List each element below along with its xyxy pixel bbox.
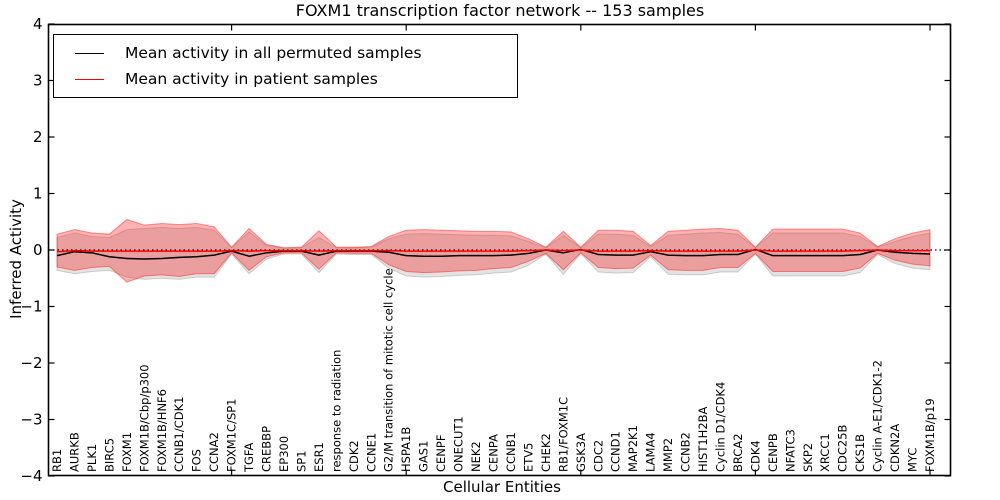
x-tick-label: CENPF [434,435,448,472]
x-tick-label: FOXM1B/Cbp/p300 [137,364,151,472]
x-tick-label: CDC2 [591,440,605,472]
x-tick-label: response to radiation [329,350,343,472]
x-tick-label: NFATC3 [783,429,797,472]
x-tick-label: FOXM1C/SP1 [225,398,239,472]
x-tick-label: BRCA2 [731,433,745,472]
legend-item-patient: Mean activity in patient samples [54,66,517,92]
x-tick-label: RB1 [50,449,64,472]
x-tick-label: MAP2K1 [626,425,640,472]
x-tick-label: CCNB1 [504,432,518,472]
x-tick-label: SP1 [294,450,308,472]
legend-line-patient [75,78,104,80]
x-tick-label: CCND1 [609,431,623,472]
x-tick-label: FOS [190,449,204,472]
x-tick-label: G2/M transition of mitotic cell cycle [382,268,396,472]
x-tick-label: CENPB [766,433,780,472]
x-tick-label: ETV5 [521,443,535,472]
x-tick-label: FOXM1 [120,432,134,472]
x-tick-label: CCNA2 [207,432,221,472]
x-tick-label: HIST1H2BA [696,406,710,472]
x-axis-label: Cellular Entities [443,478,561,496]
x-tick-label: PLK1 [85,444,99,472]
x-tick-label: NEK2 [469,441,483,472]
x-tick-label: HSPA1B [399,427,413,472]
x-tick-label: CDKN2A [888,424,902,472]
svg-text:2: 2 [33,128,43,146]
x-tick-label: TGFA [242,443,256,473]
x-tick-label: CENPA [487,434,501,472]
x-tick-label: GAS1 [417,441,431,472]
chart-title: FOXM1 transcription factor network -- 15… [295,1,705,20]
x-tick-label: SKP2 [801,443,815,472]
svg-text:3: 3 [33,72,43,90]
x-tick-label: CREBBP [260,426,274,472]
x-tick-label: MYC [906,448,920,472]
x-tick-label: GSK3A [574,433,588,472]
legend-label-permuted: Mean activity in all permuted samples [125,44,422,62]
x-tick-label: ONECUT1 [452,416,466,472]
x-tick-label: BIRC5 [102,438,116,472]
x-tick-label: XRCC1 [818,433,832,472]
x-tick-label: Cyclin D1/CDK4 [713,382,727,472]
x-tick-label: CCNE1 [364,433,378,472]
legend: Mean activity in all permuted samples Me… [53,34,518,98]
x-tick-label: CKS1B [853,434,867,472]
x-tick-label: CDK4 [748,440,762,472]
svg-text:0: 0 [33,241,43,259]
svg-text:−3: −3 [20,411,42,429]
x-tick-label: CCNB2 [679,432,693,472]
x-tick-label: AURKB [67,432,81,472]
svg-text:1: 1 [33,185,43,203]
x-tick-label: CHEK2 [539,433,553,472]
x-tick-label: ESR1 [312,442,326,472]
legend-line-permuted [75,52,104,54]
x-tick-label: FOXM1B/HNF6 [155,389,169,472]
x-tick-label: Cyclin A-E1/CDK1-2 [871,360,885,472]
y-axis-label: Inferred Activity [7,199,25,319]
svg-text:−1: −1 [20,298,42,316]
x-tick-label: MMP2 [661,438,675,472]
x-tick-label: CCNB1/CDK1 [172,397,186,473]
x-tick-label: RB1/FOXM1C [556,397,570,472]
legend-item-permuted: Mean activity in all permuted samples [54,40,517,66]
x-tick-label: LAMA4 [644,432,658,472]
x-tick-label: EP300 [277,436,291,472]
svg-text:−4: −4 [20,467,42,485]
x-tick-label: FOXM1B/p19 [923,398,937,472]
x-tick-label: CDC25B [836,424,850,472]
x-tick-label: CDK2 [347,440,361,472]
svg-text:−2: −2 [20,354,42,372]
legend-label-patient: Mean activity in patient samples [125,70,378,88]
svg-text:4: 4 [33,15,43,33]
